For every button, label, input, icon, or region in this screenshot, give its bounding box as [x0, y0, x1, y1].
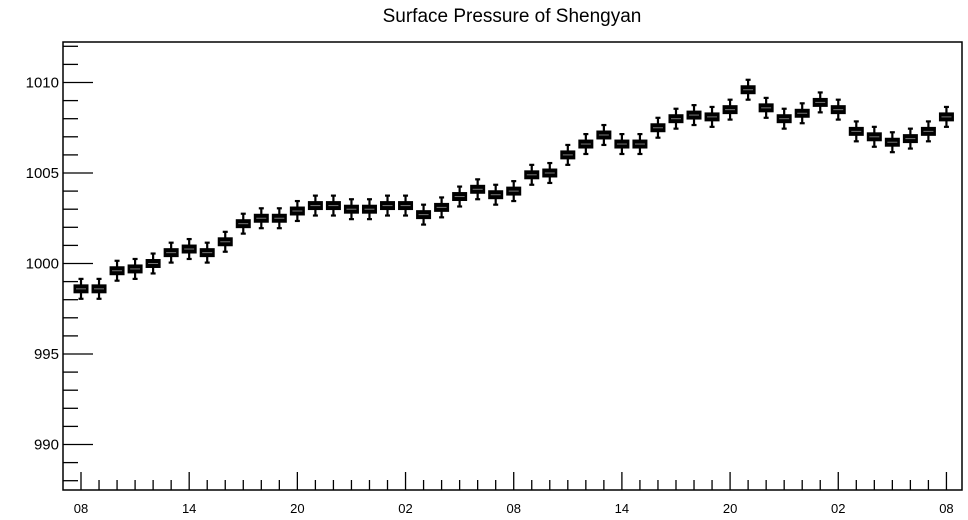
box-mark [650, 116, 666, 139]
box-mark [866, 125, 882, 148]
box-mark [145, 252, 161, 275]
x-axis: 08 14 20 02 08 14 20 02 08 [74, 472, 954, 516]
box-mark [163, 241, 179, 264]
x-tick-label: 20 [290, 501, 304, 516]
x-tick-label: 14 [615, 501, 629, 516]
box-mark [470, 178, 486, 201]
box-mark [73, 277, 89, 300]
box-mark [596, 123, 612, 147]
box-mark [325, 194, 341, 217]
x-tick-label: 14 [182, 501, 196, 516]
box-mark [722, 98, 738, 121]
box-mark [380, 194, 396, 217]
box-mark [920, 120, 936, 143]
box-mark [848, 120, 864, 143]
box-mark [416, 203, 432, 226]
x-tick-label: 08 [506, 501, 520, 516]
x-tick-label: 08 [939, 501, 953, 516]
x-tick-label: 08 [74, 501, 88, 516]
chart-title: Surface Pressure of Shengyan [383, 6, 642, 27]
y-tick-label: 990 [34, 437, 59, 454]
box-mark [740, 78, 756, 101]
y-tick-label: 1000 [26, 256, 59, 273]
box-mark [830, 98, 846, 121]
box-mark [812, 91, 828, 114]
box-mark [289, 199, 305, 223]
box-mark [524, 163, 540, 186]
box-mark [632, 132, 648, 156]
box-mark [794, 102, 810, 125]
box-mark [217, 230, 233, 253]
box-mark [938, 105, 954, 128]
x-tick-label: 02 [831, 501, 845, 516]
box-series [73, 78, 954, 300]
box-mark [253, 207, 269, 230]
box-mark [361, 198, 377, 221]
box-mark [758, 96, 774, 119]
box-mark [307, 194, 323, 217]
box-mark [560, 143, 576, 166]
y-tick-label: 1010 [26, 75, 59, 92]
box-mark [578, 132, 594, 156]
box-mark [398, 194, 414, 217]
plot-frame [62, 41, 963, 491]
box-mark [452, 185, 468, 208]
x-tick-label: 20 [723, 501, 737, 516]
box-mark [542, 161, 558, 185]
y-tick-label: 1005 [26, 165, 59, 182]
box-mark [271, 207, 287, 230]
box-mark [199, 241, 215, 264]
box-mark [506, 180, 522, 203]
box-mark [109, 259, 125, 282]
y-tick-label: 995 [34, 346, 59, 363]
box-mark [704, 105, 720, 128]
box-mark [91, 277, 107, 300]
plot-border [62, 41, 963, 491]
box-mark [343, 198, 359, 221]
box-mark [127, 257, 143, 280]
box-mark [902, 127, 918, 150]
box-mark [434, 196, 450, 219]
y-axis: 990 995 1000 1005 1010 [26, 45, 93, 482]
box-mark [668, 107, 684, 130]
box-mark [884, 131, 900, 154]
box-mark [235, 212, 251, 235]
box-mark [614, 132, 630, 156]
box-mark [776, 107, 792, 130]
x-tick-label: 02 [398, 501, 412, 516]
box-mark [686, 104, 702, 127]
box-mark [181, 237, 197, 261]
box-mark [488, 183, 504, 206]
